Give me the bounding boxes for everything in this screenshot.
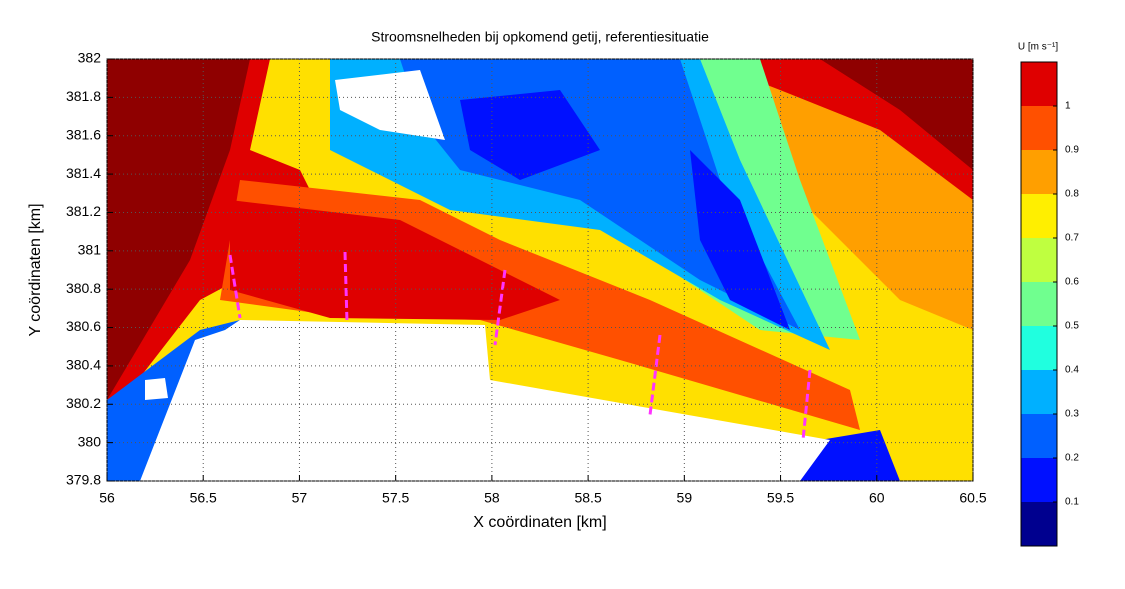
colorbar-tick-label: 0.6 [1065,277,1079,288]
x-tick-label: 59 [677,490,693,506]
x-tick-label: 58 [484,490,500,506]
colorbar-band [1021,62,1057,106]
colorbar-band [1021,150,1057,194]
x-tick-label: 57 [292,490,308,506]
y-axis-label: Y coördinaten [km] [27,203,44,336]
colorbar-band [1021,370,1057,414]
colorbar-tick-label: 1 [1065,101,1071,112]
x-tick-label: 60.5 [959,490,986,506]
x-tick-label: 59.5 [767,490,794,506]
colorbar-tick-label: 0.8 [1065,189,1079,200]
colorbar-band [1021,414,1057,458]
velocity-field [107,59,973,481]
colorbar-band [1021,238,1057,282]
y-tick-label: 380.2 [66,395,101,411]
y-tick-label: 381.2 [66,203,101,219]
y-tick-label: 381.6 [66,126,101,142]
x-tick-label: 58.5 [574,490,601,506]
y-tick-label: 381.8 [66,88,101,104]
y-tick-label: 380.6 [66,318,101,334]
colorbar-band [1021,282,1057,326]
colorbar-frame [1020,61,1058,547]
colorbar-tick-label: 0.9 [1065,145,1079,156]
x-axis-label: X coördinaten [km] [473,514,606,531]
colorbar-tick-label: 0.3 [1065,409,1079,420]
x-tick-label: 56 [99,490,115,506]
y-tick-label: 382 [78,50,102,66]
colorbar-label: U [m s⁻¹] [1018,42,1058,53]
x-tick-label: 56.5 [190,490,217,506]
colorbar-band [1021,194,1057,238]
colorbar-band [1021,106,1057,150]
colorbar-band [1021,326,1057,370]
y-tick-label: 379.8 [66,472,101,488]
colorbar-tick-label: 0.7 [1065,233,1079,244]
y-tick-label: 380.8 [66,280,101,296]
x-tick-label: 57.5 [382,490,409,506]
y-tick-label: 380.4 [66,357,101,373]
colorbar-band [1021,458,1057,502]
x-tick-label: 60 [869,490,885,506]
y-tick-label: 381 [78,242,102,258]
chart-title: Stroomsnelheden bij opkomend getij, refe… [371,29,709,45]
colorbar-tick-label: 0.1 [1065,497,1079,508]
colorbar-tick-label: 0.5 [1065,321,1079,332]
y-tick-label: 381.4 [66,165,101,181]
colorbar-tick-label: 0.4 [1065,365,1079,376]
colorbar-band [1021,502,1057,546]
y-tick-label: 380 [78,433,102,449]
colorbar-tick-label: 0.2 [1065,453,1079,464]
